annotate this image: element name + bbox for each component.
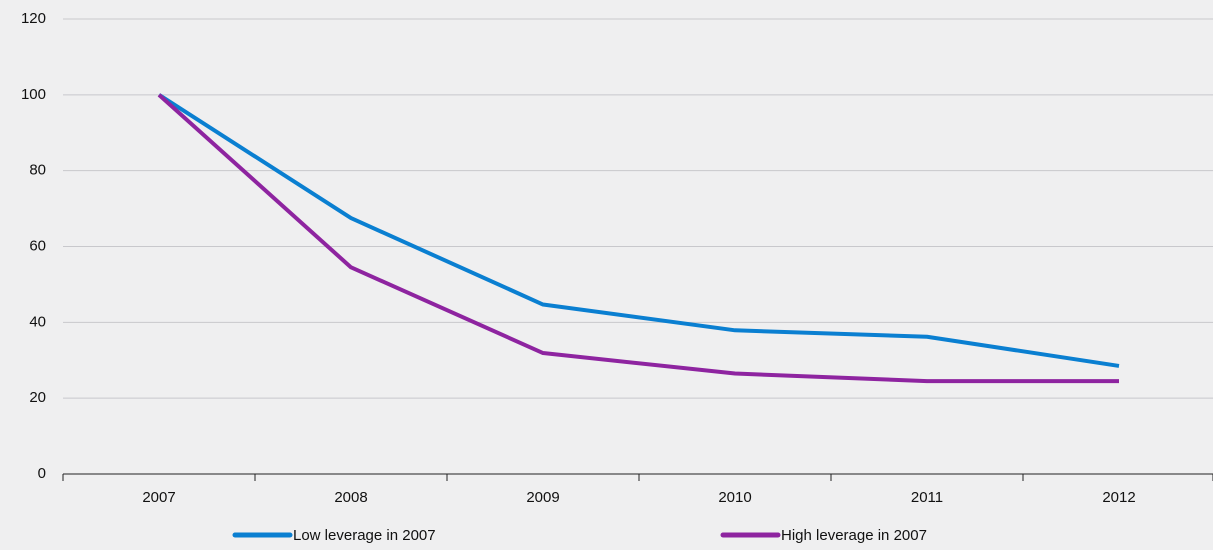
y-tick-label: 20 (29, 389, 46, 406)
x-tick-label: 2011 (911, 489, 943, 506)
x-tick-label: 2009 (526, 489, 559, 506)
x-tick-label: 2010 (718, 489, 751, 506)
y-tick-label: 40 (29, 313, 46, 330)
x-tick-label: 2008 (334, 489, 367, 506)
legend-label: Low leverage in 2007 (293, 527, 436, 544)
y-tick-label: 120 (21, 10, 46, 27)
legend-label: High leverage in 2007 (781, 527, 927, 544)
series-line (157, 93, 1119, 384)
y-tick-label: 0 (38, 465, 46, 482)
x-tick-label: 2012 (1102, 489, 1135, 506)
series-line (157, 93, 1120, 368)
y-tick-label: 100 (21, 86, 46, 103)
x-tick-label: 2007 (142, 489, 175, 506)
y-tick-label: 60 (29, 237, 46, 254)
y-tick-label: 80 (29, 162, 46, 179)
